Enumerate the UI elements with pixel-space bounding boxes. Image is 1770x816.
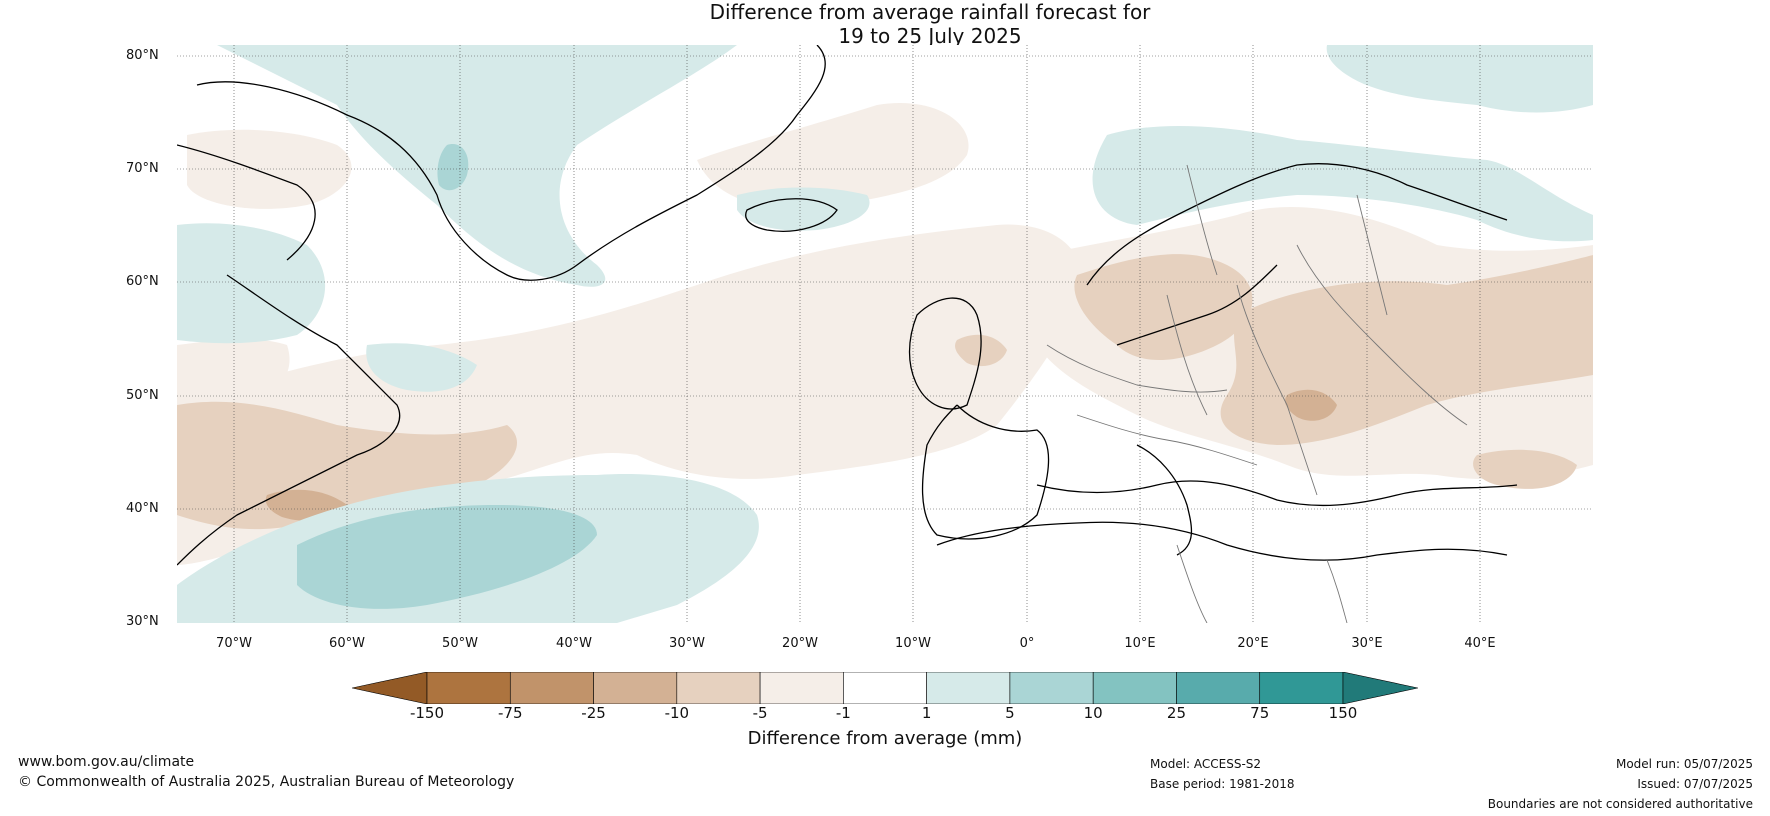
wet-region-svalbard (1326, 45, 1593, 113)
colorbar-tick-label: 1 (921, 704, 932, 722)
lon-label-30w: 30°W (669, 636, 705, 651)
wet-region-iceland (737, 187, 870, 231)
lat-label-80n: 80°N (126, 48, 159, 63)
colorbar-tick-label: -25 (581, 704, 606, 722)
lon-label-50w: 50°W (442, 636, 478, 651)
colorbar-segment (1009, 672, 1094, 704)
disclaimer-text: Boundaries are not considered authoritat… (1487, 797, 1753, 811)
wet-region-newfoundland (366, 343, 477, 392)
colorbar-segment (509, 672, 594, 704)
model-text: Model: ACCESS-S2 (1150, 757, 1262, 771)
colorbar-segment (426, 672, 511, 704)
colorbar-label: Difference from average (mm) (747, 728, 1023, 749)
dry-region-greenland-south (697, 103, 969, 209)
dry-region-scandinavia (1074, 254, 1253, 360)
italy-coast (1136, 444, 1193, 556)
lon-label-30e: 30°E (1351, 636, 1383, 651)
colorbar-tick-label: -1 (835, 704, 851, 722)
lon-label-20w: 20°W (782, 636, 818, 651)
colorbar-extend-high (1342, 672, 1418, 704)
lat-label-40n: 40°N (126, 501, 159, 516)
lat-label-50n: 50°N (126, 388, 159, 403)
baltic-coast (1116, 264, 1278, 346)
colorbar-segment (843, 672, 927, 704)
colorbar-tick-label: 150 (1328, 704, 1358, 722)
colorbar-extend-low (352, 672, 428, 704)
wet-region-greenland-east (437, 144, 469, 191)
north-africa-coast (936, 521, 1508, 561)
colorbar-segment (926, 672, 1011, 704)
dry-anomaly-regions (177, 103, 1593, 565)
colorbar-segment (1092, 672, 1177, 704)
lat-label-30n: 30°N (126, 614, 159, 629)
dry-region-baffin (187, 129, 352, 209)
colorbar-segment (593, 672, 678, 704)
lon-label-40w: 40°W (556, 636, 592, 651)
colorbar-tick-label: -5 (752, 704, 768, 722)
iberia-coast (921, 404, 1050, 540)
website-link[interactable]: www.bom.gov.au/climate (18, 754, 195, 770)
colorbar-segment (1176, 672, 1261, 704)
title-line-2: 19 to 25 July 2025 (838, 24, 1022, 48)
colorbar-segment (1259, 672, 1344, 704)
title-line-1: Difference from average rainfall forecas… (709, 0, 1151, 24)
map-canvas (177, 45, 1593, 623)
colorbar-tick-label: 5 (1005, 704, 1015, 722)
labrador-coast (177, 274, 401, 566)
wet-region-labrador (177, 223, 326, 344)
wet-anomaly-regions (177, 45, 1593, 623)
lon-label-40e: 40°E (1464, 636, 1496, 651)
colorbar-tick-label: -150 (409, 704, 445, 722)
colorbar-tick-label: 25 (1166, 704, 1186, 722)
graticule (177, 45, 1593, 623)
dry-region-carpathian (1285, 389, 1337, 421)
lat-label-70n: 70°N (126, 161, 159, 176)
baffin-coast (177, 144, 316, 261)
colorbar (352, 672, 1418, 704)
dry-region-black-sea (1473, 449, 1577, 489)
lon-label-20e: 20°E (1237, 636, 1269, 651)
lon-label-10e: 10°E (1124, 636, 1156, 651)
wet-region-norwegian-sea (1092, 125, 1593, 242)
colorbar-tick-label: -75 (498, 704, 523, 722)
lon-label-70w: 70°W (216, 636, 252, 651)
colorbar-segment (759, 672, 844, 704)
colorbar-segment (676, 672, 761, 704)
greenland-coast (196, 45, 826, 281)
iceland-coast (745, 198, 838, 232)
coastlines (177, 45, 1518, 566)
model-run-text: Model run: 05/07/2025 (1615, 757, 1753, 771)
map-title: Difference from average rainfall forecas… (0, 0, 1770, 48)
mediterranean-north (1036, 480, 1518, 507)
lon-label-10w: 10°W (895, 636, 931, 651)
lon-label-0: 0° (1019, 636, 1035, 651)
colorbar-tick-label: -10 (664, 704, 690, 722)
colorbar-tick-label: 75 (1250, 704, 1270, 722)
issued-text: Issued: 07/07/2025 (1637, 777, 1753, 791)
copyright-text: © Commonwealth of Australia 2025, Austra… (18, 774, 515, 790)
lon-label-60w: 60°W (329, 636, 365, 651)
british-isles (908, 297, 982, 410)
political-borders (1046, 164, 1468, 623)
norway-coast (1086, 163, 1508, 286)
base-period-text: Base period: 1981-2018 (1150, 777, 1295, 791)
forecast-map (177, 45, 1593, 623)
colorbar-tick-label: 10 (1083, 704, 1103, 722)
wet-region-azores (297, 505, 597, 609)
lat-label-60n: 60°N (126, 274, 159, 289)
